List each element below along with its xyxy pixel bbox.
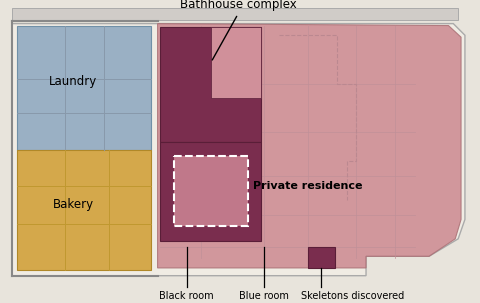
Polygon shape xyxy=(17,25,151,150)
Polygon shape xyxy=(160,28,261,142)
Text: Skeletons discovered: Skeletons discovered xyxy=(301,291,404,301)
Text: Laundry: Laundry xyxy=(49,75,97,88)
FancyBboxPatch shape xyxy=(174,156,248,226)
Text: Private residence: Private residence xyxy=(253,181,362,191)
Polygon shape xyxy=(211,28,261,98)
Polygon shape xyxy=(12,21,465,276)
Bar xyxy=(12,8,458,20)
Text: Blue room: Blue room xyxy=(240,291,289,301)
Text: Bakery: Bakery xyxy=(53,198,94,211)
Polygon shape xyxy=(157,24,461,268)
Bar xyxy=(308,247,335,268)
Polygon shape xyxy=(17,150,151,270)
Text: Bathhouse complex: Bathhouse complex xyxy=(180,0,297,12)
Text: Black room: Black room xyxy=(159,291,214,301)
Polygon shape xyxy=(160,142,261,241)
